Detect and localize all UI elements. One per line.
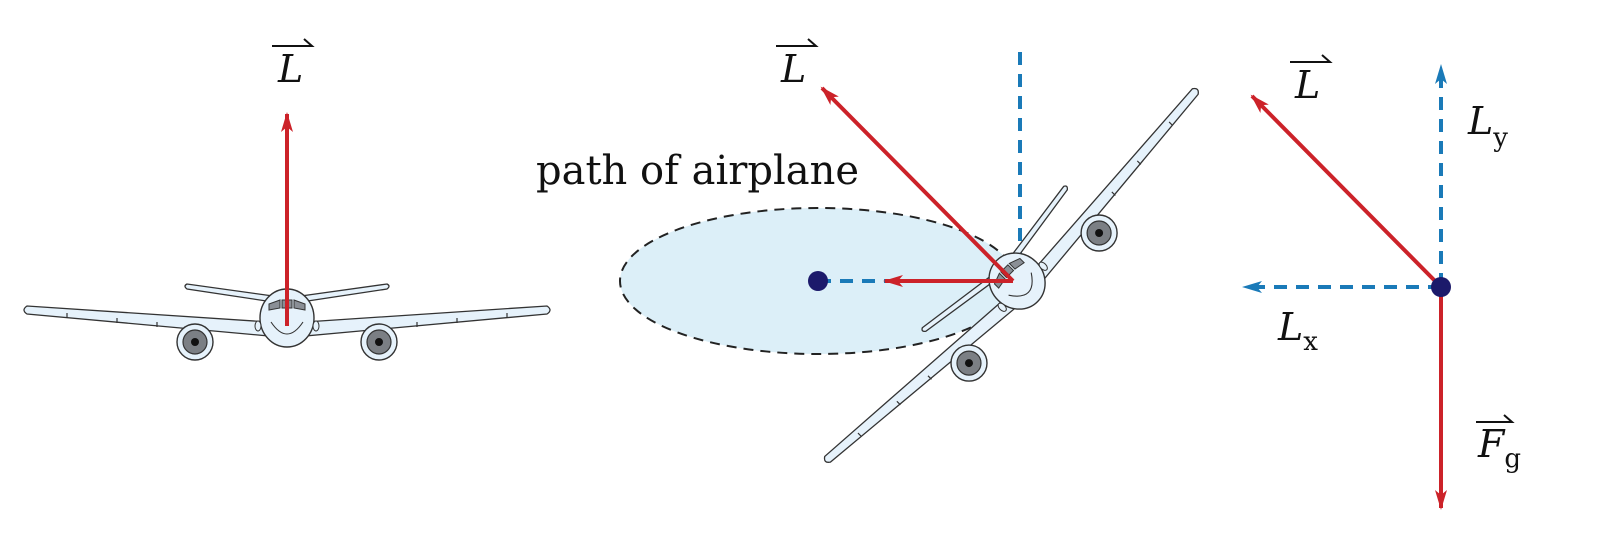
banked-view-panel: path of airplane L xyxy=(536,38,1234,498)
svg-text:L: L xyxy=(277,47,303,91)
fg-label: Fg xyxy=(1476,414,1521,474)
path-label: path of airplane xyxy=(536,148,859,194)
lx-label: Lx xyxy=(1277,305,1318,357)
ly-label: Ly xyxy=(1467,99,1508,153)
front-view-panel: L xyxy=(23,38,551,361)
vector-harpoon xyxy=(1290,54,1333,63)
vector-harpoon xyxy=(272,38,315,47)
svg-text:L: L xyxy=(1294,63,1320,107)
front-lift-label: L xyxy=(272,38,315,91)
object-dot xyxy=(1431,277,1451,297)
vector-harpoon xyxy=(1476,414,1515,423)
components-panel: L Ly Lx Fg xyxy=(1242,54,1521,510)
vector-harpoon xyxy=(776,38,819,47)
banked-lift-arrow xyxy=(820,86,1015,283)
components-lift-label: L xyxy=(1290,54,1333,107)
svg-text:L: L xyxy=(780,47,806,91)
components-lift-arrow xyxy=(1250,94,1443,289)
banked-lift-label: L xyxy=(776,38,819,91)
svg-text:Fg: Fg xyxy=(1477,422,1521,474)
turn-center-dot xyxy=(808,271,828,291)
